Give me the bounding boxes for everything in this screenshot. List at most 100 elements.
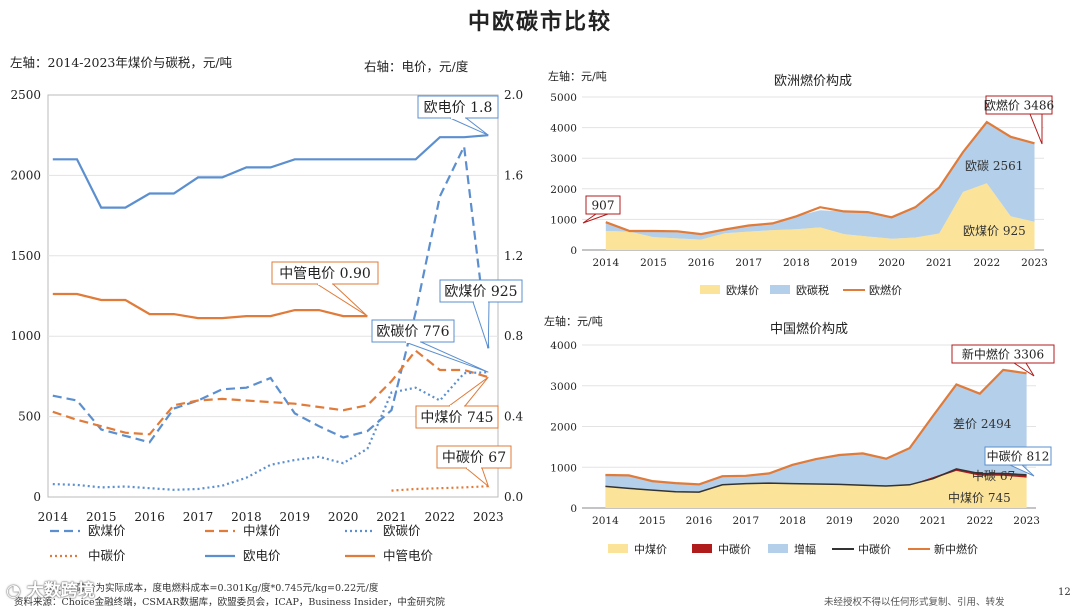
- legend-item-eu-0: 欧煤价: [700, 284, 759, 297]
- x-tick-label: 2020: [878, 257, 905, 269]
- callout-欧煤价: 欧煤价 925: [439, 279, 523, 349]
- callout-pointer: [404, 341, 489, 373]
- legend-item-cn-1: 中碳价: [692, 542, 751, 556]
- legend-swatch: [700, 285, 720, 294]
- legend-item-中碳价: 中碳价: [50, 548, 126, 563]
- legend-item-eu-1: 欧碳税: [770, 283, 829, 297]
- x-tick-label: 2016: [134, 510, 165, 524]
- legend-swatch: [768, 544, 788, 553]
- legend-item-cn-4: 新中燃价: [908, 542, 978, 556]
- y-tick-label: 3000: [550, 381, 577, 393]
- legend-label: 新中燃价: [934, 542, 978, 556]
- series-line-中管电价: [52, 292, 368, 320]
- y-right-tick-label: 0.4: [504, 410, 523, 424]
- series-line-欧煤价: [52, 142, 490, 444]
- x-tick-label: 2014: [592, 257, 619, 269]
- x-tick-label: 2023: [473, 510, 504, 524]
- y-tick-label: 2000: [550, 422, 577, 434]
- callout-box: [951, 344, 1055, 364]
- y-left-tick-label: 2000: [10, 168, 41, 182]
- callout-box: [985, 95, 1053, 115]
- callout-label: 907: [592, 199, 615, 213]
- callout-label: 欧碳价 776: [376, 324, 449, 340]
- axis-note-cn: 左轴：元/吨: [544, 314, 603, 328]
- legend-item-欧电价: 欧电价: [205, 548, 281, 563]
- annotation-cn-2: 中煤价 745: [948, 490, 1011, 505]
- callout-pointer: [449, 117, 489, 136]
- legend-item-eu-2: 欧燃价: [843, 283, 902, 297]
- x-tick-label: 2014: [38, 510, 69, 524]
- x-tick-label: 2015: [640, 257, 667, 269]
- x-tick-label: 2015: [86, 510, 117, 524]
- series-line-欧电价: [52, 134, 489, 209]
- left-axis-note: 左轴：2014-2023年煤价与碳税，元/吨: [10, 55, 233, 70]
- x-tick-label: 2022: [973, 257, 1000, 269]
- series-line-eu-欧燃价-0: [605, 120, 1035, 236]
- y-tick-label: 1000: [550, 214, 577, 226]
- callout-eu-1: 欧燃价 3486: [984, 95, 1054, 145]
- legend-label: 欧燃价: [869, 283, 902, 297]
- callout-pointer: [447, 376, 489, 407]
- series-line-欧碳价: [52, 371, 489, 491]
- area-cn-增幅: [605, 369, 1027, 493]
- x-tick-label: 2017: [732, 515, 759, 527]
- y-left-tick-label: 1500: [10, 249, 41, 263]
- annotation-cn-0: 差价 2494: [953, 417, 1012, 431]
- area-eu-欧煤价: [605, 183, 1035, 250]
- y-tick-label: 0: [570, 245, 577, 257]
- callout-label: 中管电价 0.90: [279, 266, 371, 282]
- y-tick-label: 4000: [550, 340, 577, 352]
- callout-欧碳价: 欧碳价 776: [371, 319, 489, 373]
- y-right-tick-label: 0.8: [504, 329, 523, 343]
- source-note: 资料来源：Choice金融终端，CSMAR数据库，欧盟委员会，ICAP，Busi…: [14, 597, 445, 608]
- series-line-中碳价: [391, 485, 489, 492]
- legend-label: 欧煤价: [726, 284, 759, 297]
- callout-cn-1: 中碳价 812: [984, 446, 1052, 477]
- y-tick-label: 3000: [550, 153, 577, 165]
- callout-cn-0: 新中燃价 3306: [951, 344, 1055, 377]
- watermark: ◔ 大数跨境: [6, 581, 95, 601]
- legend-item-中煤价: 中煤价: [205, 523, 281, 538]
- callout-pointer: [472, 301, 490, 349]
- annotation-cn-1: 中碳 67: [972, 468, 1015, 483]
- callout-label: 中碳价 67: [442, 450, 506, 466]
- callout-pointer: [464, 467, 490, 488]
- watermark-icon: ◔: [6, 581, 27, 601]
- x-tick-label: 2015: [639, 515, 666, 527]
- legend-label: 中碳价: [88, 548, 126, 563]
- series-line-中煤价: [52, 349, 489, 436]
- legend-swatch: [770, 285, 790, 294]
- axis-note-eu: 左轴：元/吨: [548, 69, 607, 83]
- chart-title-cn: 中国燃价构成: [770, 321, 848, 337]
- y-right-tick-label: 1.6: [504, 168, 523, 182]
- callout-pointer: [582, 213, 609, 224]
- y-tick-label: 4000: [550, 123, 577, 135]
- x-tick-label: 2018: [231, 510, 262, 524]
- legend-label: 中煤价: [634, 543, 667, 556]
- copyright-note: 未经授权不得以任何形式复制、引用、转发: [824, 597, 1005, 608]
- x-tick-label: 2014: [592, 515, 619, 527]
- legend-item-欧煤价: 欧煤价: [50, 523, 126, 538]
- x-tick-label: 2020: [328, 510, 359, 524]
- legend-label: 中管电价: [383, 548, 434, 563]
- chart-title-eu: 欧洲燃价构成: [774, 73, 852, 89]
- callout-label: 欧电价 1.8: [424, 100, 493, 116]
- y-left-tick-label: 0: [33, 490, 41, 504]
- x-tick-label: 2017: [183, 510, 214, 524]
- callout-label: 欧燃价 3486: [984, 98, 1054, 113]
- x-tick-label: 2019: [826, 515, 853, 527]
- y-left-tick-label: 500: [18, 410, 41, 424]
- x-tick-label: 2022: [425, 510, 456, 524]
- y-right-tick-label: 1.2: [504, 249, 523, 263]
- x-tick-label: 2016: [686, 515, 713, 527]
- x-tick-label: 2021: [926, 257, 953, 269]
- x-tick-label: 2016: [688, 257, 715, 269]
- x-tick-label: 2021: [376, 510, 407, 524]
- callout-中碳价: 中碳价 67: [436, 445, 512, 488]
- y-left-tick-label: 1000: [10, 329, 41, 343]
- y-right-tick-label: 0.0: [504, 490, 523, 504]
- legend-label: 欧碳税: [796, 283, 829, 297]
- callout-中管电价: 中管电价 0.90: [271, 261, 379, 317]
- series-line-cn-新中燃价-1: [605, 368, 1027, 486]
